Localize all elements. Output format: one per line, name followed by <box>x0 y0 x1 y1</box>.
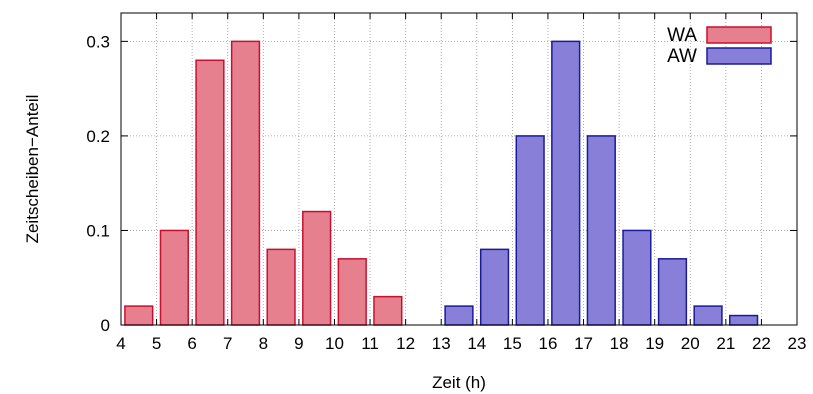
legend-label-wa: WA <box>667 25 697 46</box>
plot-frame <box>120 12 798 326</box>
bar-wa <box>337 258 367 326</box>
y-tick-label: 0 <box>101 316 110 335</box>
x-tick-label: 17 <box>574 334 593 353</box>
axis-ticks: 4 5 6 7 8 9 10 11 12 13 14 15 16 17 18 19 20 21 22 23 0 0.1 0.… <box>86 13 806 353</box>
x-axis-label: Zeit (h) <box>432 373 486 392</box>
grid <box>121 13 797 325</box>
x-tick-label: 16 <box>538 334 557 353</box>
legend-swatch-wa <box>706 26 772 44</box>
x-tick-label: 22 <box>752 334 771 353</box>
x-tick-label: 5 <box>152 334 161 353</box>
x-tick-label: 21 <box>716 334 735 353</box>
bar-wa <box>373 295 403 326</box>
y-tick-label: 0.2 <box>86 127 110 146</box>
bars <box>124 40 759 326</box>
bar-aw <box>479 248 510 326</box>
bar-aw <box>622 229 652 326</box>
bar-aw <box>515 135 545 326</box>
x-tick-label: 19 <box>645 334 664 353</box>
y-axis-label: Zeitscheiben−Anteil <box>23 95 42 244</box>
bar-aw <box>444 305 474 326</box>
x-tick-label: 18 <box>610 334 629 353</box>
x-tick-label: 12 <box>396 334 415 353</box>
legend-label-aw: AW <box>667 46 697 67</box>
legend-swatch-aw <box>706 47 772 65</box>
x-tick-label: 4 <box>116 334 125 353</box>
bar-wa <box>266 248 296 326</box>
bar-wa <box>159 229 189 326</box>
bar-aw <box>693 305 723 326</box>
x-tick-label: 9 <box>294 334 303 353</box>
x-tick-label: 15 <box>503 334 522 353</box>
bar-aw <box>586 135 616 326</box>
x-tick-label: 10 <box>325 334 344 353</box>
bar-wa <box>302 210 332 326</box>
x-tick-label: 23 <box>788 334 807 353</box>
bar-aw <box>551 40 581 326</box>
x-tick-label: 8 <box>259 334 268 353</box>
x-tick-label: 20 <box>681 334 700 353</box>
x-tick-label: 11 <box>361 334 379 353</box>
bar-wa <box>195 59 225 326</box>
bar-aw <box>729 314 759 326</box>
legend: WA AW <box>667 25 772 67</box>
y-tick-label: 0.3 <box>86 32 110 51</box>
x-tick-label: 7 <box>223 334 232 353</box>
bar-wa <box>230 40 261 326</box>
x-tick-label: 14 <box>467 334 486 353</box>
bar-wa <box>124 305 154 326</box>
bar-aw <box>657 258 688 326</box>
y-tick-label: 0.1 <box>86 221 110 240</box>
x-tick-label: 13 <box>432 334 451 353</box>
x-tick-label: 6 <box>187 334 196 353</box>
